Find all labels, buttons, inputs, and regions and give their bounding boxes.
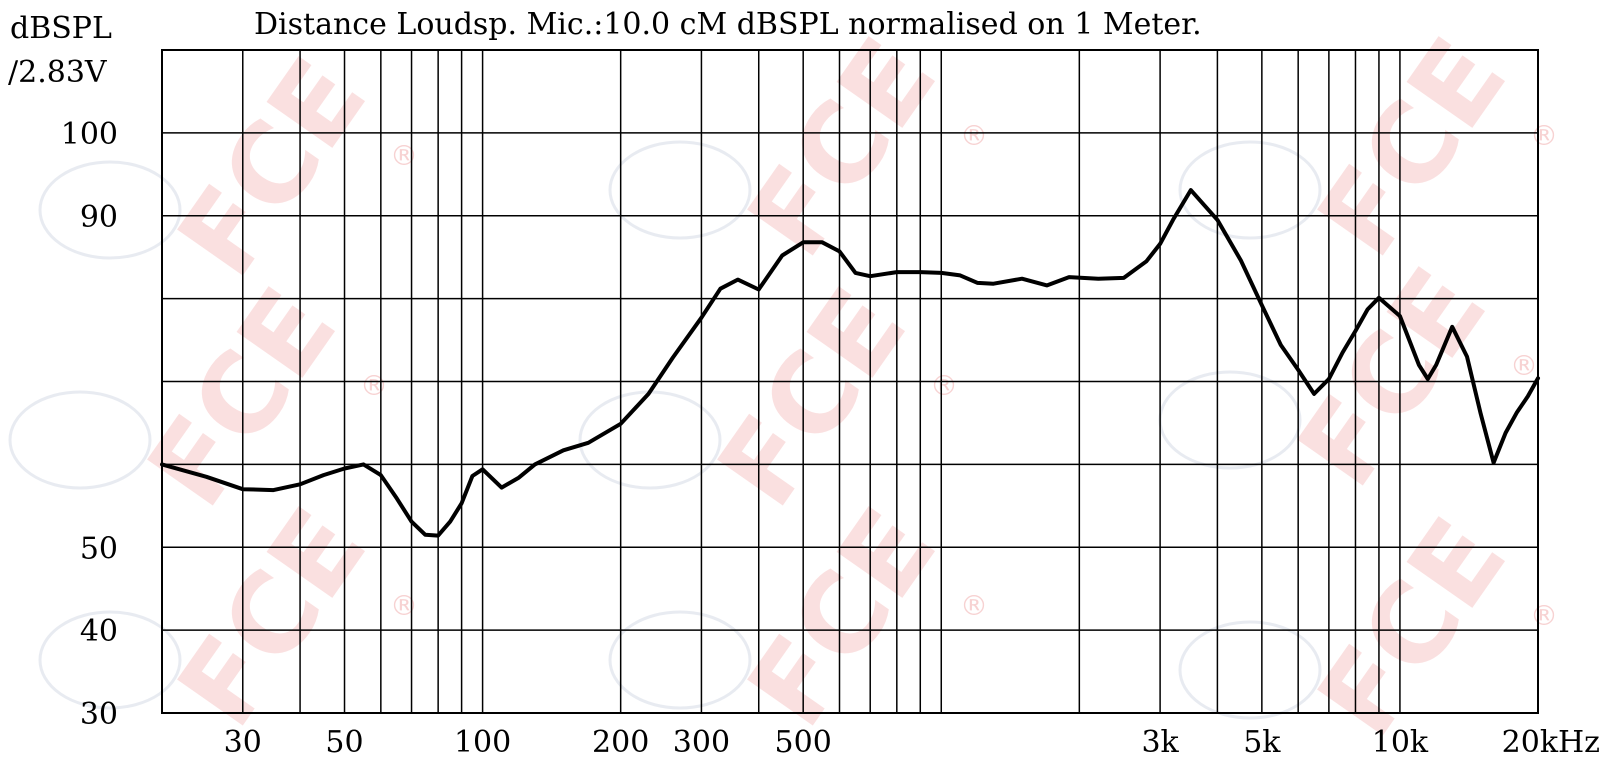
y-tick-labels: 100 90 50 40 30 (61, 117, 118, 732)
y-axis-label-unit: dBSPL (10, 11, 112, 46)
y-tick-label: 40 (80, 614, 118, 649)
y-tick-label: 90 (80, 200, 118, 235)
watermark-logo: FCE (693, 266, 930, 529)
watermark-orbit (38, 160, 182, 260)
watermark-registered-mark: ® (360, 369, 388, 402)
watermark-orbit (1178, 140, 1322, 240)
watermark-registered-mark: ® (960, 119, 988, 152)
watermark-registered-mark: ® (390, 589, 418, 622)
y-tick-label: 100 (61, 117, 118, 152)
watermark-logo: FCE (153, 486, 390, 749)
watermark-registered-mark: ® (930, 369, 958, 402)
x-tick-label: 30 (224, 725, 262, 760)
watermark-registered-mark: ® (1530, 119, 1558, 152)
watermark-orbit (578, 390, 722, 490)
x-tick-label: 10k (1372, 725, 1429, 760)
watermark-text: FCE (153, 36, 390, 299)
watermark-registered-mark: ® (1530, 599, 1558, 632)
watermark-registered-mark: ® (390, 139, 418, 172)
x-tick-labels: 30 50 100 200 300 500 3k 5k 10k 20kHz (224, 725, 1600, 760)
watermark-orbit (608, 610, 752, 710)
x-tick-label: 50 (325, 725, 363, 760)
watermark-orbit (1178, 620, 1322, 720)
x-tick-label: 500 (775, 725, 832, 760)
y-tick-label: 50 (80, 531, 118, 566)
watermark-orbit (8, 390, 152, 490)
watermark-registered-mark: ® (960, 589, 988, 622)
watermark-orbit (38, 610, 182, 710)
x-tick-label: 5k (1243, 725, 1281, 760)
x-tick-label: 3k (1141, 725, 1179, 760)
watermark-text: FCE (153, 486, 390, 749)
response-curve (160, 188, 1540, 538)
y-axis-label-reference: /2.83V (8, 55, 108, 90)
x-tick-label: 300 (673, 725, 730, 760)
y-tick-label: 30 (80, 697, 118, 732)
watermark-logo: FCE (153, 36, 390, 299)
x-tick-label: 200 (592, 725, 649, 760)
watermark-orbit (1158, 370, 1302, 470)
watermark-logo: FCE (1273, 246, 1510, 509)
watermark-text: FCE (693, 266, 930, 529)
x-tick-label: 20kHz (1502, 725, 1600, 760)
watermark-orbit (608, 140, 752, 240)
x-tick-label: 100 (454, 725, 511, 760)
chart-title: Distance Loudsp. Mic.:10.0 cM dBSPL norm… (254, 7, 1202, 42)
watermark-registered-mark: ® (1510, 349, 1538, 382)
watermark-text: FCE (1273, 246, 1510, 509)
